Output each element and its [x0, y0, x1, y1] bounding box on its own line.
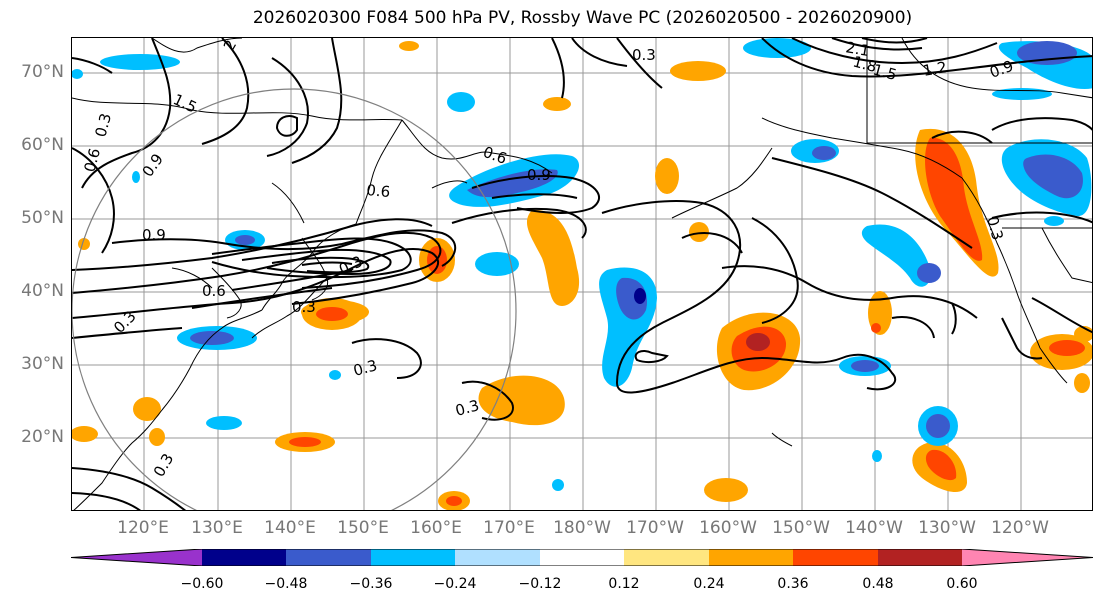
colorbar-tick-label: 0.12: [608, 576, 640, 592]
lon-label: 120°E: [117, 518, 169, 538]
contour-label: 0.3: [983, 214, 1007, 242]
graticule: [72, 38, 1092, 510]
map-panel: 2 2.1 1.8 1.5 1.2 0.9 0.3 1.5 0.3 0.6 0.…: [71, 37, 1093, 511]
colorbar-segment: [624, 549, 709, 566]
map-canvas: 2 2.1 1.8 1.5 1.2 0.9 0.3 1.5 0.3 0.6 0.…: [72, 38, 1092, 510]
lon-label: 170°W: [626, 518, 684, 538]
colorbar-segment: [202, 549, 286, 566]
lon-label: 140°E: [264, 518, 316, 538]
contour-label: 2.1: [844, 38, 871, 60]
lon-label: 130°W: [918, 518, 976, 538]
map-title: 2026020300 F084 500 hPa PV, Rossby Wave …: [252, 8, 913, 28]
lon-label: 160°W: [699, 518, 757, 538]
contour-label: 0.3: [632, 46, 656, 64]
contour-label: 0.9: [139, 150, 167, 180]
contour-label: 1.2: [922, 58, 949, 80]
colorbar-segment: [371, 549, 455, 566]
colorbar-segment: [709, 549, 793, 566]
contour-label: 0.6: [366, 181, 391, 201]
lat-label: 20°N: [21, 427, 64, 447]
lon-label: 160°E: [410, 518, 462, 538]
lat-label: 60°N: [21, 135, 64, 155]
lon-label: 150°E: [337, 518, 389, 538]
contour-label: 0.6: [80, 146, 104, 174]
lon-label: 130°E: [191, 518, 243, 538]
lon-label: 140°W: [845, 518, 903, 538]
contour-label: 0.3: [91, 111, 115, 139]
colorbar-tick-label: −0.24: [433, 576, 477, 592]
lon-label: 150°W: [772, 518, 830, 538]
contour-label: 0.9: [987, 57, 1016, 82]
colorbar-segment: [455, 549, 540, 566]
lon-label: 120°W: [991, 518, 1049, 538]
contour-label: 0.3: [292, 298, 316, 316]
contour-label: 2: [220, 38, 240, 54]
contour-label: 0.6: [202, 282, 226, 300]
influence-radius-circle: [72, 88, 517, 510]
lat-label: 50°N: [21, 208, 64, 228]
pv-contours: [72, 38, 1092, 510]
lon-label: 170°E: [483, 518, 535, 538]
colorbar-tick-label: −0.60: [180, 576, 224, 592]
lat-label: 40°N: [21, 281, 64, 301]
lat-label: 30°N: [21, 354, 64, 374]
lat-label: 70°N: [21, 62, 64, 82]
colorbar-tick-label: 0.36: [777, 576, 809, 592]
colorbar-segment: [71, 549, 202, 566]
colorbar-segment: [286, 549, 371, 566]
colorbar-tick-label: 0.24: [693, 576, 725, 592]
contour-label: 1.8: [851, 52, 879, 76]
contour-label: 0.9: [142, 226, 166, 244]
colorbar-tick-label: 0.48: [862, 576, 894, 592]
colorbar: [71, 549, 1093, 566]
lon-label: 180°W: [553, 518, 611, 538]
colorbar-tick-label: −0.36: [349, 576, 393, 592]
colorbar-tick-label: −0.12: [518, 576, 562, 592]
colorbar-segment: [793, 549, 878, 566]
colorbar-tick-label: −0.48: [264, 576, 308, 592]
contour-label: 0.3: [351, 356, 379, 380]
pv-anomaly-shading: [72, 38, 1092, 510]
colorbar-segment: [962, 549, 1093, 566]
colorbar-segment: [540, 549, 624, 566]
colorbar-tick-label: 0.60: [946, 576, 978, 592]
contour-label: 0.3: [150, 450, 178, 480]
contour-label: 0.3: [453, 396, 481, 420]
contour-label: 0.9: [527, 166, 551, 184]
contour-label: 1.5: [871, 60, 899, 84]
colorbar-segment: [878, 549, 962, 566]
